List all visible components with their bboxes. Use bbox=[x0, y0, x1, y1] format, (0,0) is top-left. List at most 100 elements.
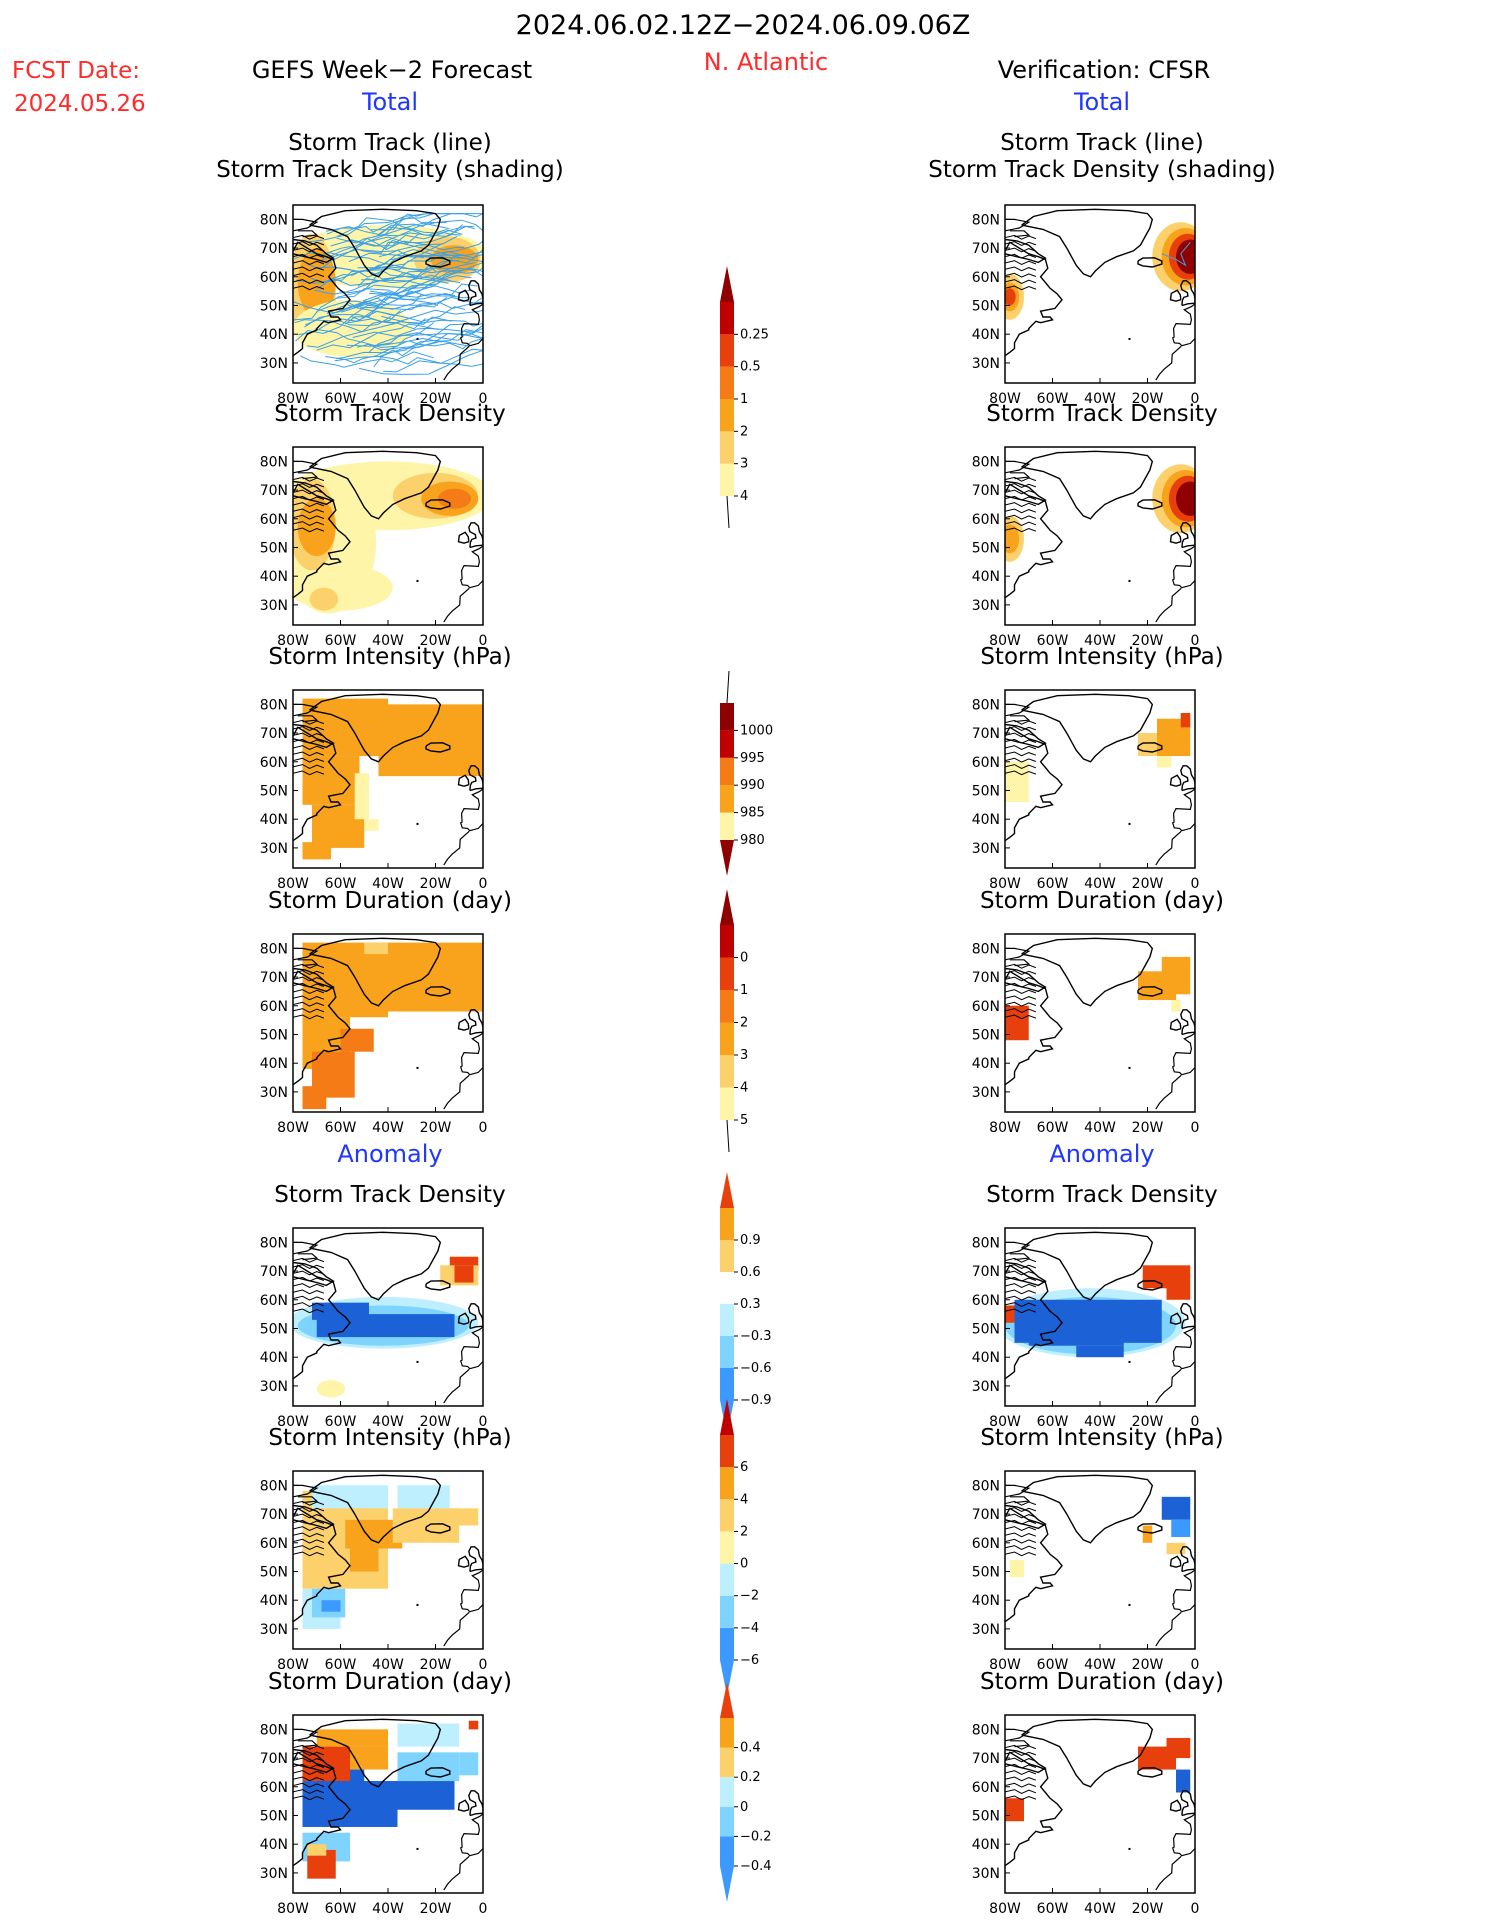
y-tick-label: 60N bbox=[972, 755, 1000, 771]
colorbar-duration_anomaly_scale: 0.4 0.2 0 −0.2 −0.4 bbox=[720, 1682, 772, 1902]
y-tick-label: 40N bbox=[260, 1593, 288, 1609]
colorbar-intensity_anomaly_scale: 6 4 2 0 −2 −4 −6 bbox=[720, 1399, 759, 1696]
colorbar-label: 0.2 bbox=[740, 1770, 761, 1785]
panel-title-density-right: Storm Track Density bbox=[986, 401, 1218, 427]
y-tick-label: 40N bbox=[972, 327, 1000, 343]
colorbar-label: 4 bbox=[740, 1081, 748, 1096]
x-tick-label: 80W bbox=[989, 876, 1021, 892]
y-tick-label: 80N bbox=[260, 1722, 288, 1738]
cfsr-duration-total-map: 80W 60W 40W 20W 0 80N 70N 60N 50N 40N 30N bbox=[972, 933, 1199, 1136]
y-tick-label: 30N bbox=[972, 1622, 1000, 1638]
y-tick-label: 60N bbox=[260, 270, 288, 286]
y-tick-label: 50N bbox=[972, 540, 1000, 556]
x-tick-label: 20W bbox=[420, 1414, 452, 1430]
x-tick-label: 80W bbox=[989, 1901, 1021, 1917]
x-tick-label: 80W bbox=[989, 391, 1021, 407]
y-tick-label: 70N bbox=[260, 726, 288, 742]
x-tick-label: 60W bbox=[325, 1901, 357, 1917]
x-tick-label: 20W bbox=[1132, 876, 1164, 892]
x-tick-label: 0 bbox=[479, 633, 488, 649]
cfsr-track-total-map: 80W 60W 40W 20W 0 80N 70N 60N 50N 40N 30N bbox=[972, 204, 1199, 407]
y-tick-label: 80N bbox=[972, 1478, 1000, 1494]
y-tick-label: 40N bbox=[972, 1056, 1000, 1072]
panel-title-density-anom-right: Storm Track Density bbox=[986, 1182, 1218, 1208]
colorbar-label: 985 bbox=[740, 806, 765, 821]
y-tick-label: 30N bbox=[972, 356, 1000, 372]
y-tick-label: 30N bbox=[972, 841, 1000, 857]
cfsr-density-total-map: 80W 60W 40W 20W 0 80N 70N 60N 50N 40N 30N bbox=[972, 446, 1199, 649]
total-right-heading: Total bbox=[1073, 88, 1131, 116]
panel-title-track-shading-right: Storm Track Density (shading) bbox=[928, 157, 1276, 183]
y-tick-label: 40N bbox=[260, 1837, 288, 1853]
y-tick-label: 50N bbox=[972, 1808, 1000, 1824]
y-tick-label: 30N bbox=[260, 1085, 288, 1101]
colorbar-label: 3 bbox=[740, 457, 748, 472]
x-tick-label: 80W bbox=[989, 1414, 1021, 1430]
gefs-density-total-map: 80W 60W 40W 20W 0 80N 70N 60N 50N 40N 30N bbox=[260, 446, 487, 649]
y-tick-label: 70N bbox=[972, 1264, 1000, 1280]
y-tick-label: 30N bbox=[972, 1085, 1000, 1101]
x-tick-label: 40W bbox=[1084, 1120, 1116, 1136]
colorbar-label: 0.5 bbox=[740, 360, 761, 375]
colorbar-label: 0.6 bbox=[740, 1265, 761, 1280]
colorbar-label: −4 bbox=[740, 1621, 759, 1636]
x-tick-label: 0 bbox=[1191, 1901, 1200, 1917]
x-tick-label: 80W bbox=[277, 633, 309, 649]
x-tick-label: 40W bbox=[372, 1901, 404, 1917]
y-tick-label: 80N bbox=[260, 1478, 288, 1494]
y-tick-label: 40N bbox=[260, 1056, 288, 1072]
y-tick-label: 70N bbox=[260, 241, 288, 257]
colorbar-label: 1 bbox=[740, 983, 748, 998]
cfsr-intensity-total-map: 80W 60W 40W 20W 0 80N 70N 60N 50N 40N 30N bbox=[972, 689, 1199, 892]
x-tick-label: 40W bbox=[372, 1414, 404, 1430]
cfsr-intensity-anomaly-map: 80W 60W 40W 20W 0 80N 70N 60N 50N 40N 30N bbox=[972, 1470, 1199, 1673]
x-tick-label: 40W bbox=[1084, 1657, 1116, 1673]
x-tick-label: 20W bbox=[420, 633, 452, 649]
y-tick-label: 40N bbox=[260, 327, 288, 343]
x-tick-label: 20W bbox=[1132, 1120, 1164, 1136]
colorbar-label: −6 bbox=[740, 1653, 759, 1668]
y-tick-label: 80N bbox=[260, 1235, 288, 1251]
gefs-duration-anomaly-map: 80W 60W 40W 20W 0 80N 70N 60N 50N 40N 30N bbox=[260, 1714, 487, 1917]
x-tick-label: 20W bbox=[1132, 633, 1164, 649]
x-tick-label: 80W bbox=[277, 391, 309, 407]
y-tick-label: 70N bbox=[260, 970, 288, 986]
y-tick-label: 50N bbox=[972, 783, 1000, 799]
gefs-intensity-total-map: 80W 60W 40W 20W 0 80N 70N 60N 50N 40N 30N bbox=[260, 689, 487, 892]
y-tick-label: 50N bbox=[972, 1564, 1000, 1580]
y-tick-label: 60N bbox=[260, 755, 288, 771]
x-tick-label: 20W bbox=[420, 876, 452, 892]
colorbar-track_density_total_scale: 0.25 0.5 1 2 3 4 bbox=[720, 266, 769, 529]
y-tick-label: 70N bbox=[972, 241, 1000, 257]
cfsr-duration-anomaly-map: 80W 60W 40W 20W 0 80N 70N 60N 50N 40N 30N bbox=[972, 1714, 1199, 1917]
colorbar-label: 2 bbox=[740, 424, 748, 439]
y-tick-label: 30N bbox=[260, 841, 288, 857]
gefs-track-total-map: 80W 60W 40W 20W 0 80N 70N 60N 50N 40N 30N bbox=[260, 204, 487, 407]
colorbar-label: 995 bbox=[740, 751, 765, 766]
y-tick-label: 50N bbox=[972, 1027, 1000, 1043]
colorbar-label: 4 bbox=[740, 1492, 748, 1507]
x-tick-label: 20W bbox=[420, 1120, 452, 1136]
x-tick-label: 20W bbox=[420, 1657, 452, 1673]
y-tick-label: 60N bbox=[972, 1780, 1000, 1796]
colorbar-label: 0.4 bbox=[740, 1741, 761, 1756]
fcst-date-label: FCST Date: bbox=[12, 58, 140, 84]
colorbar-label: 980 bbox=[740, 833, 765, 848]
panel-title-density-left: Storm Track Density bbox=[274, 401, 506, 427]
y-tick-label: 30N bbox=[972, 1379, 1000, 1395]
y-tick-label: 80N bbox=[260, 697, 288, 713]
x-tick-label: 0 bbox=[1191, 1120, 1200, 1136]
x-tick-label: 0 bbox=[1191, 391, 1200, 407]
y-tick-label: 70N bbox=[260, 1751, 288, 1767]
y-tick-label: 70N bbox=[260, 1507, 288, 1523]
colorbar-label: 5 bbox=[740, 1113, 748, 1128]
y-tick-label: 80N bbox=[972, 454, 1000, 470]
y-tick-label: 80N bbox=[972, 1235, 1000, 1251]
colorbar-label: 0.9 bbox=[740, 1233, 761, 1248]
y-tick-label: 70N bbox=[972, 970, 1000, 986]
x-tick-label: 60W bbox=[1037, 1120, 1069, 1136]
y-tick-label: 60N bbox=[260, 512, 288, 528]
y-tick-label: 70N bbox=[260, 1264, 288, 1280]
x-tick-label: 60W bbox=[325, 1120, 357, 1136]
x-tick-label: 40W bbox=[1084, 1901, 1116, 1917]
